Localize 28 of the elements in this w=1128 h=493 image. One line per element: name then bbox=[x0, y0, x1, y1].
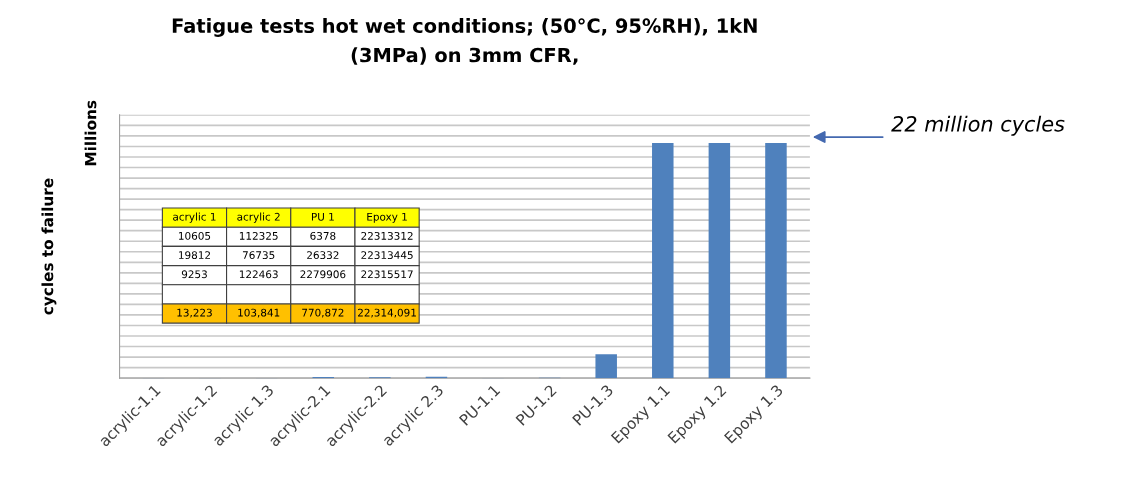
annotation: 122463 bbox=[239, 270, 278, 279]
bar bbox=[652, 143, 674, 379]
annotation: 22313445 bbox=[361, 251, 413, 260]
annotation: 9253 bbox=[181, 270, 207, 279]
text: Millions bbox=[84, 100, 97, 166]
annotation: acrylic 2 bbox=[237, 212, 280, 223]
chart-title: Fatigue tests hot wet conditions; (50°C, 95%RH), 1kN (3MPa) on 3mm CFR, bbox=[172, 18, 757, 65]
annotation: 6378 bbox=[310, 231, 336, 240]
text: 22 million cycles bbox=[891, 115, 1065, 136]
annotation: 19812 bbox=[179, 251, 210, 260]
annotation: 112325 bbox=[239, 231, 278, 240]
annotation: acrylic 1 bbox=[173, 212, 216, 223]
annotation: 103,841 bbox=[238, 308, 280, 318]
annotation: 76735 bbox=[242, 251, 275, 260]
annotation: 13,223 bbox=[177, 308, 212, 318]
y-axis-title: cycles to failure bbox=[41, 178, 57, 315]
annotation: 22313312 bbox=[361, 231, 413, 240]
annotation: 22315517 bbox=[361, 270, 413, 279]
annotation: 26332 bbox=[307, 251, 339, 260]
annotation: 770,872 bbox=[302, 308, 344, 318]
bar bbox=[708, 143, 731, 379]
bar bbox=[765, 143, 787, 379]
annotation: 2279906 bbox=[300, 270, 346, 279]
annotation: 22,314,091 bbox=[358, 308, 416, 318]
bar bbox=[595, 354, 617, 379]
annotation: Epoxy 1 bbox=[367, 212, 407, 223]
annotation: PU 1 bbox=[311, 212, 334, 221]
annotation: 10605 bbox=[179, 231, 211, 240]
